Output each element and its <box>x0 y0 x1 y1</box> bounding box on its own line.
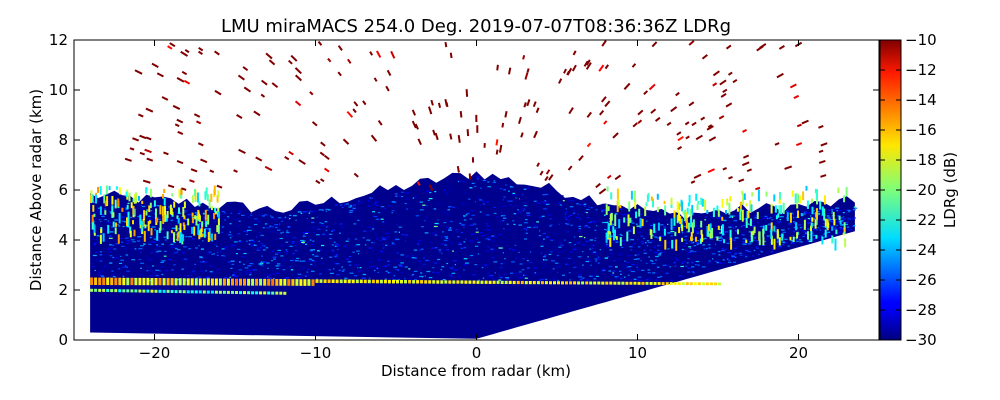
colorbar-tick-label: −10 <box>905 31 937 49</box>
colorbar-tick-label: −26 <box>905 271 937 289</box>
y-tick-label: 2 <box>58 281 68 299</box>
x-tick-label: 20 <box>789 344 808 362</box>
colorbar-tick-label: −22 <box>905 211 937 229</box>
colorbar-tick-label: −16 <box>905 121 937 139</box>
colorbar-tick-label: −18 <box>905 151 937 169</box>
colorbar-ticks: −30 −28 −26 −24 −22 −20 −18 −16 −14 −12 −10 <box>880 31 937 349</box>
x-axis: −20 −10 0 10 20 <box>139 40 808 362</box>
cloud-texture <box>90 176 858 282</box>
x-tick-label: 0 <box>472 344 482 362</box>
colorbar-tick-label: −12 <box>905 61 937 79</box>
y-tick-label: 4 <box>58 231 68 249</box>
colorbar-tick-label: −24 <box>905 241 937 259</box>
x-tick-label: −20 <box>139 344 171 362</box>
colorbar-tick-label: −14 <box>905 91 937 109</box>
colorbar-tick-label: −28 <box>905 301 937 319</box>
y-tick-label: 10 <box>49 81 68 99</box>
colorbar-tick-label: −30 <box>905 331 937 349</box>
x-tick-label: 10 <box>628 344 647 362</box>
x-axis-label: Distance from radar (km) <box>381 362 571 380</box>
y-tick-label: 6 <box>58 181 68 199</box>
y-tick-label: 12 <box>49 31 68 49</box>
bright-band <box>90 277 721 295</box>
colorbar-label: LDRg (dB) <box>941 152 959 228</box>
chart-title: LMU miraMACS 254.0 Deg. 2019-07-07T08:36… <box>221 16 731 37</box>
cloud-edge-highlights <box>90 185 848 251</box>
x-tick-label: −10 <box>300 344 332 362</box>
y-tick-label: 0 <box>58 331 68 349</box>
plot-area <box>90 40 858 339</box>
y-axis-label: Distance Above radar (km) <box>27 89 45 291</box>
y-axis: 0 2 4 6 8 10 12 <box>49 31 879 349</box>
colorbar-tick-label: −20 <box>905 181 937 199</box>
upper-echoes <box>124 40 828 195</box>
y-tick-label: 8 <box>58 131 68 149</box>
